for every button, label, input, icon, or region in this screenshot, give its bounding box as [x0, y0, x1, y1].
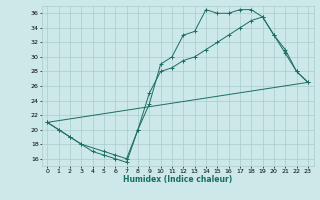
X-axis label: Humidex (Indice chaleur): Humidex (Indice chaleur)	[123, 175, 232, 184]
